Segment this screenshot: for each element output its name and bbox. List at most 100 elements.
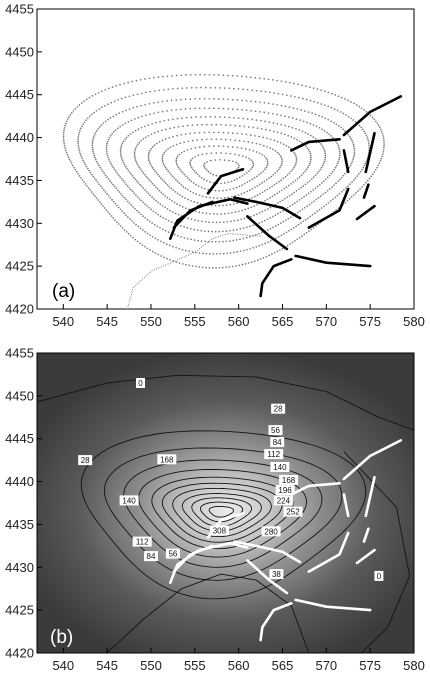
contour-dot [208, 221, 211, 223]
contour-dot [155, 121, 157, 124]
contour-dot [237, 166, 240, 169]
contour-dot [283, 232, 285, 235]
contour-dot [130, 188, 132, 191]
contour-dot [286, 174, 289, 176]
contour-dot [281, 199, 284, 202]
contour-dot [251, 166, 254, 169]
contour-dot [240, 147, 243, 149]
contour-dot [228, 159, 230, 162]
contour-dot [324, 158, 326, 161]
contour-dot [312, 189, 315, 191]
contour-dot [158, 141, 161, 143]
contour-dot [238, 139, 241, 142]
contour-dot [153, 198, 155, 200]
contour-dot [258, 232, 260, 235]
contour-dot [256, 185, 259, 187]
contour-dot [189, 74, 192, 76]
contour-dot [243, 217, 246, 220]
contour-dot [176, 155, 179, 158]
contour-dot [222, 145, 225, 148]
contour-dot [310, 178, 313, 180]
contour-dot [111, 86, 114, 88]
contour-dot [278, 153, 281, 156]
x-tick-label: 565 [272, 658, 294, 673]
x-tick-label: 570 [315, 314, 337, 329]
contour-dot [106, 140, 109, 143]
contour-dot [153, 132, 156, 134]
contour-dot [378, 126, 381, 129]
contour-dot [173, 233, 176, 236]
contour-dot [382, 148, 385, 151]
contour-dot [118, 191, 121, 193]
contour-label: 308 [213, 526, 227, 535]
contour-dot [336, 142, 338, 145]
contour-dot [301, 84, 303, 87]
contour-dot [75, 170, 78, 173]
contour-dot [172, 245, 174, 248]
contour-dot [231, 74, 234, 77]
contour-dot [114, 202, 117, 205]
contour-dot [159, 203, 162, 205]
contour-dot [220, 213, 222, 215]
contour-dot [151, 122, 153, 125]
contour-dot [263, 180, 266, 183]
contour-dot [92, 193, 95, 195]
contour-dot [369, 114, 372, 117]
contour-dot [164, 195, 167, 197]
contour-dot [238, 154, 240, 156]
contour-dot [205, 123, 208, 126]
contour-dot [285, 186, 288, 189]
contour-dot [152, 210, 155, 213]
contour-line [106, 573, 310, 653]
contour-dot [162, 88, 165, 91]
contour-dot [266, 218, 269, 221]
contour-dot [288, 194, 291, 197]
fault-trace [233, 540, 302, 564]
contour-dot [205, 138, 208, 141]
contour-dot [338, 154, 341, 157]
contour-dot [190, 159, 192, 161]
contour-dot [304, 183, 307, 186]
contour-dot [150, 164, 153, 167]
contour-dot [328, 188, 331, 190]
contour-dot [348, 135, 351, 138]
contour-dot [203, 145, 206, 148]
contour-dot [77, 133, 80, 136]
contour-dot [324, 156, 327, 159]
contour-dot [203, 97, 206, 100]
contour-dot [368, 142, 370, 145]
contour-dot [382, 150, 385, 153]
contour-dot [268, 91, 271, 94]
fault-trace [362, 527, 370, 543]
contour-dot [277, 235, 280, 238]
contour-dot [229, 152, 232, 155]
contour-dot [180, 184, 183, 186]
contour-dot [161, 139, 164, 142]
fault-trace [246, 215, 289, 251]
contour-dot [147, 124, 150, 126]
contour-dot [242, 227, 245, 230]
contour-dot [296, 177, 299, 180]
contour-dot [285, 231, 288, 234]
y-tick-label: 4430 [5, 216, 34, 231]
contour-dot [83, 100, 86, 102]
contour-dot [203, 131, 206, 134]
contour-dot [81, 157, 83, 160]
contour-dot [106, 142, 108, 145]
contour-dot [142, 201, 144, 204]
contour-dot [233, 219, 236, 222]
contour-dot [331, 186, 333, 189]
contour-dot [235, 161, 237, 164]
contour-dot [78, 131, 81, 134]
contour-dot [190, 86, 193, 89]
contour-dot [231, 195, 233, 198]
contour-dot [170, 109, 173, 112]
contour-dot [65, 151, 68, 154]
contour-dot [245, 75, 248, 78]
y-tick-label: 4450 [5, 44, 34, 59]
contour-dot [142, 138, 145, 140]
contour-dot [344, 130, 346, 132]
contour-dot [192, 168, 194, 171]
contour-dot [135, 79, 138, 82]
contour-dot [276, 122, 279, 125]
